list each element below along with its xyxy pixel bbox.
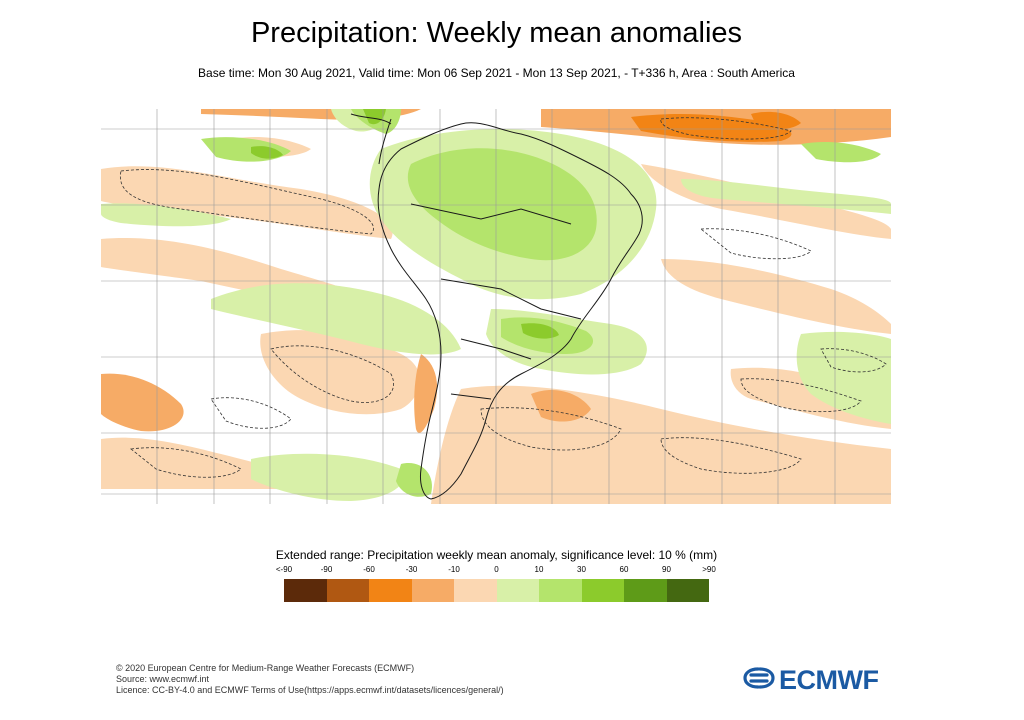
legend-label: 30 bbox=[577, 565, 586, 574]
legend-label: -60 bbox=[363, 565, 375, 574]
legend-label: -10 bbox=[448, 565, 460, 574]
legend-label: 60 bbox=[619, 565, 629, 574]
legend-swatch bbox=[496, 579, 539, 602]
legend-swatch bbox=[284, 579, 327, 602]
legend-color-bar bbox=[284, 579, 709, 602]
legend-label: 0 bbox=[494, 565, 499, 574]
licence-text: Licence: CC-BY-4.0 and ECMWF Terms of Us… bbox=[116, 685, 504, 695]
copyright-text: © 2020 European Centre for Medium-Range … bbox=[116, 663, 415, 673]
legend-swatch bbox=[624, 579, 667, 602]
legend-swatch bbox=[539, 579, 582, 602]
page-title: Precipitation: Weekly mean anomalies bbox=[250, 17, 743, 49]
legend-title: Extended range: Precipitation weekly mea… bbox=[275, 548, 718, 562]
legend-label: -30 bbox=[405, 565, 418, 574]
legend-swatch bbox=[454, 579, 497, 602]
page-subtitle: Base time: Mon 30 Aug 2021, Valid time: … bbox=[198, 66, 795, 80]
legend-swatch bbox=[326, 579, 369, 602]
legend-label: >90 bbox=[702, 565, 716, 574]
coastline bbox=[350, 113, 643, 500]
anomaly-band-dark-green bbox=[251, 109, 559, 339]
legend-label: <-90 bbox=[275, 565, 293, 574]
legend-swatch bbox=[369, 579, 412, 602]
legend-label: 90 bbox=[662, 565, 671, 574]
footer: © 2020 European Centre for Medium-Range … bbox=[116, 663, 504, 696]
source-text: Source: www.ecmwf.int bbox=[116, 674, 210, 684]
legend-swatch bbox=[411, 579, 454, 602]
map-canvas bbox=[101, 109, 891, 504]
ecmwf-logo-text: ECMWF bbox=[779, 664, 879, 695]
ecmwf-logo-icon bbox=[742, 665, 776, 696]
precipitation-anomaly-map bbox=[101, 109, 891, 504]
ecmwf-logo: ECMWF bbox=[742, 664, 879, 696]
significance-contours bbox=[119, 117, 887, 478]
legend-swatch bbox=[581, 579, 624, 602]
legend-label: 10 bbox=[534, 565, 544, 574]
legend-label: -90 bbox=[320, 565, 333, 574]
legend-labels: <-90 -90 -60 -30 -10 0 10 30 60 90 >90 bbox=[270, 565, 724, 577]
legend-swatch bbox=[666, 579, 709, 602]
